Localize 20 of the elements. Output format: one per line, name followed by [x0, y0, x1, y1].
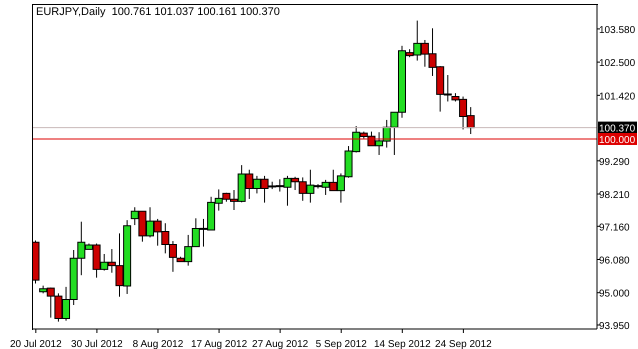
- ref-line-label: 100.370: [599, 124, 636, 135]
- y-tick-label: 102.500: [599, 58, 636, 70]
- x-tick-label: 27 Aug 2012: [252, 339, 309, 349]
- y-tick-label: 101.420: [599, 91, 636, 102]
- y-tick-label: 103.580: [599, 24, 636, 36]
- ref-line-label: 100.000: [599, 134, 636, 146]
- y-tick-label: 93.950: [599, 321, 630, 332]
- x-tick-label: 14 Sep 2012: [374, 339, 432, 349]
- chart-title: EURJPY,Daily 100.761 101.037 100.161 100.370: [36, 6, 280, 18]
- y-tick-label: 99.290: [599, 156, 630, 168]
- x-tick-label: 20 Jul 2012: [10, 339, 62, 349]
- y-tick-label: 98.210: [599, 190, 630, 202]
- x-tick-label: 17 Aug 2012: [190, 339, 248, 349]
- x-tick-label: 5 Sep 2012: [316, 339, 368, 349]
- y-tick-label: 97.160: [599, 222, 630, 234]
- x-tick-label: 30 Jul 2012: [71, 339, 124, 349]
- y-tick-label: 95.000: [599, 288, 630, 300]
- y-tick-label: 96.080: [599, 256, 630, 267]
- x-tick-label: 8 Aug 2012: [132, 339, 184, 349]
- x-tick-label: 24 Sep 2012: [435, 339, 492, 349]
